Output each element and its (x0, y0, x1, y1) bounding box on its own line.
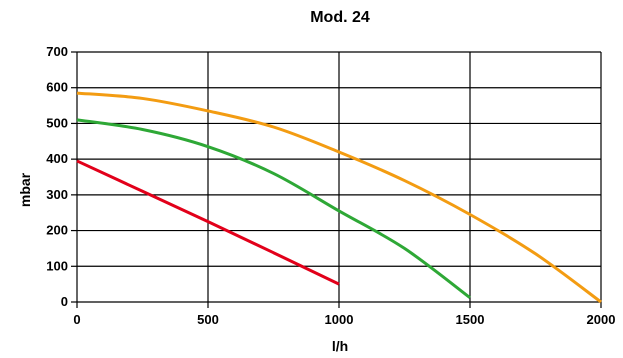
y-tick-label: 700 (46, 44, 68, 59)
y-tick-label: 300 (46, 187, 68, 202)
y-tick-labels: 0 100 200 300 400 500 600 700 (46, 44, 68, 309)
x-tick-label: 0 (73, 312, 80, 327)
series-line-1 (76, 159, 340, 286)
grid (71, 51, 602, 308)
y-tick-label: 0 (61, 294, 68, 309)
series-line-3 (76, 91, 602, 304)
y-tick-label: 400 (46, 151, 68, 166)
x-axis-label: l/h (331, 338, 349, 354)
x-tick-labels: 0 500 1000 1500 2000 (73, 312, 615, 327)
chart-title: Mod. 24 (310, 9, 370, 26)
y-tick-label: 100 (46, 258, 68, 273)
y-tick-label: 200 (46, 223, 68, 238)
series-group (76, 91, 602, 304)
y-tick-label: 500 (46, 115, 68, 130)
x-tick-label: 500 (197, 312, 219, 327)
y-tick-label: 600 (46, 80, 68, 95)
x-tick-label: 1000 (325, 312, 354, 327)
x-tick-label: 1500 (456, 312, 485, 327)
series-line-2 (76, 118, 471, 299)
x-tick-label: 2000 (587, 312, 616, 327)
